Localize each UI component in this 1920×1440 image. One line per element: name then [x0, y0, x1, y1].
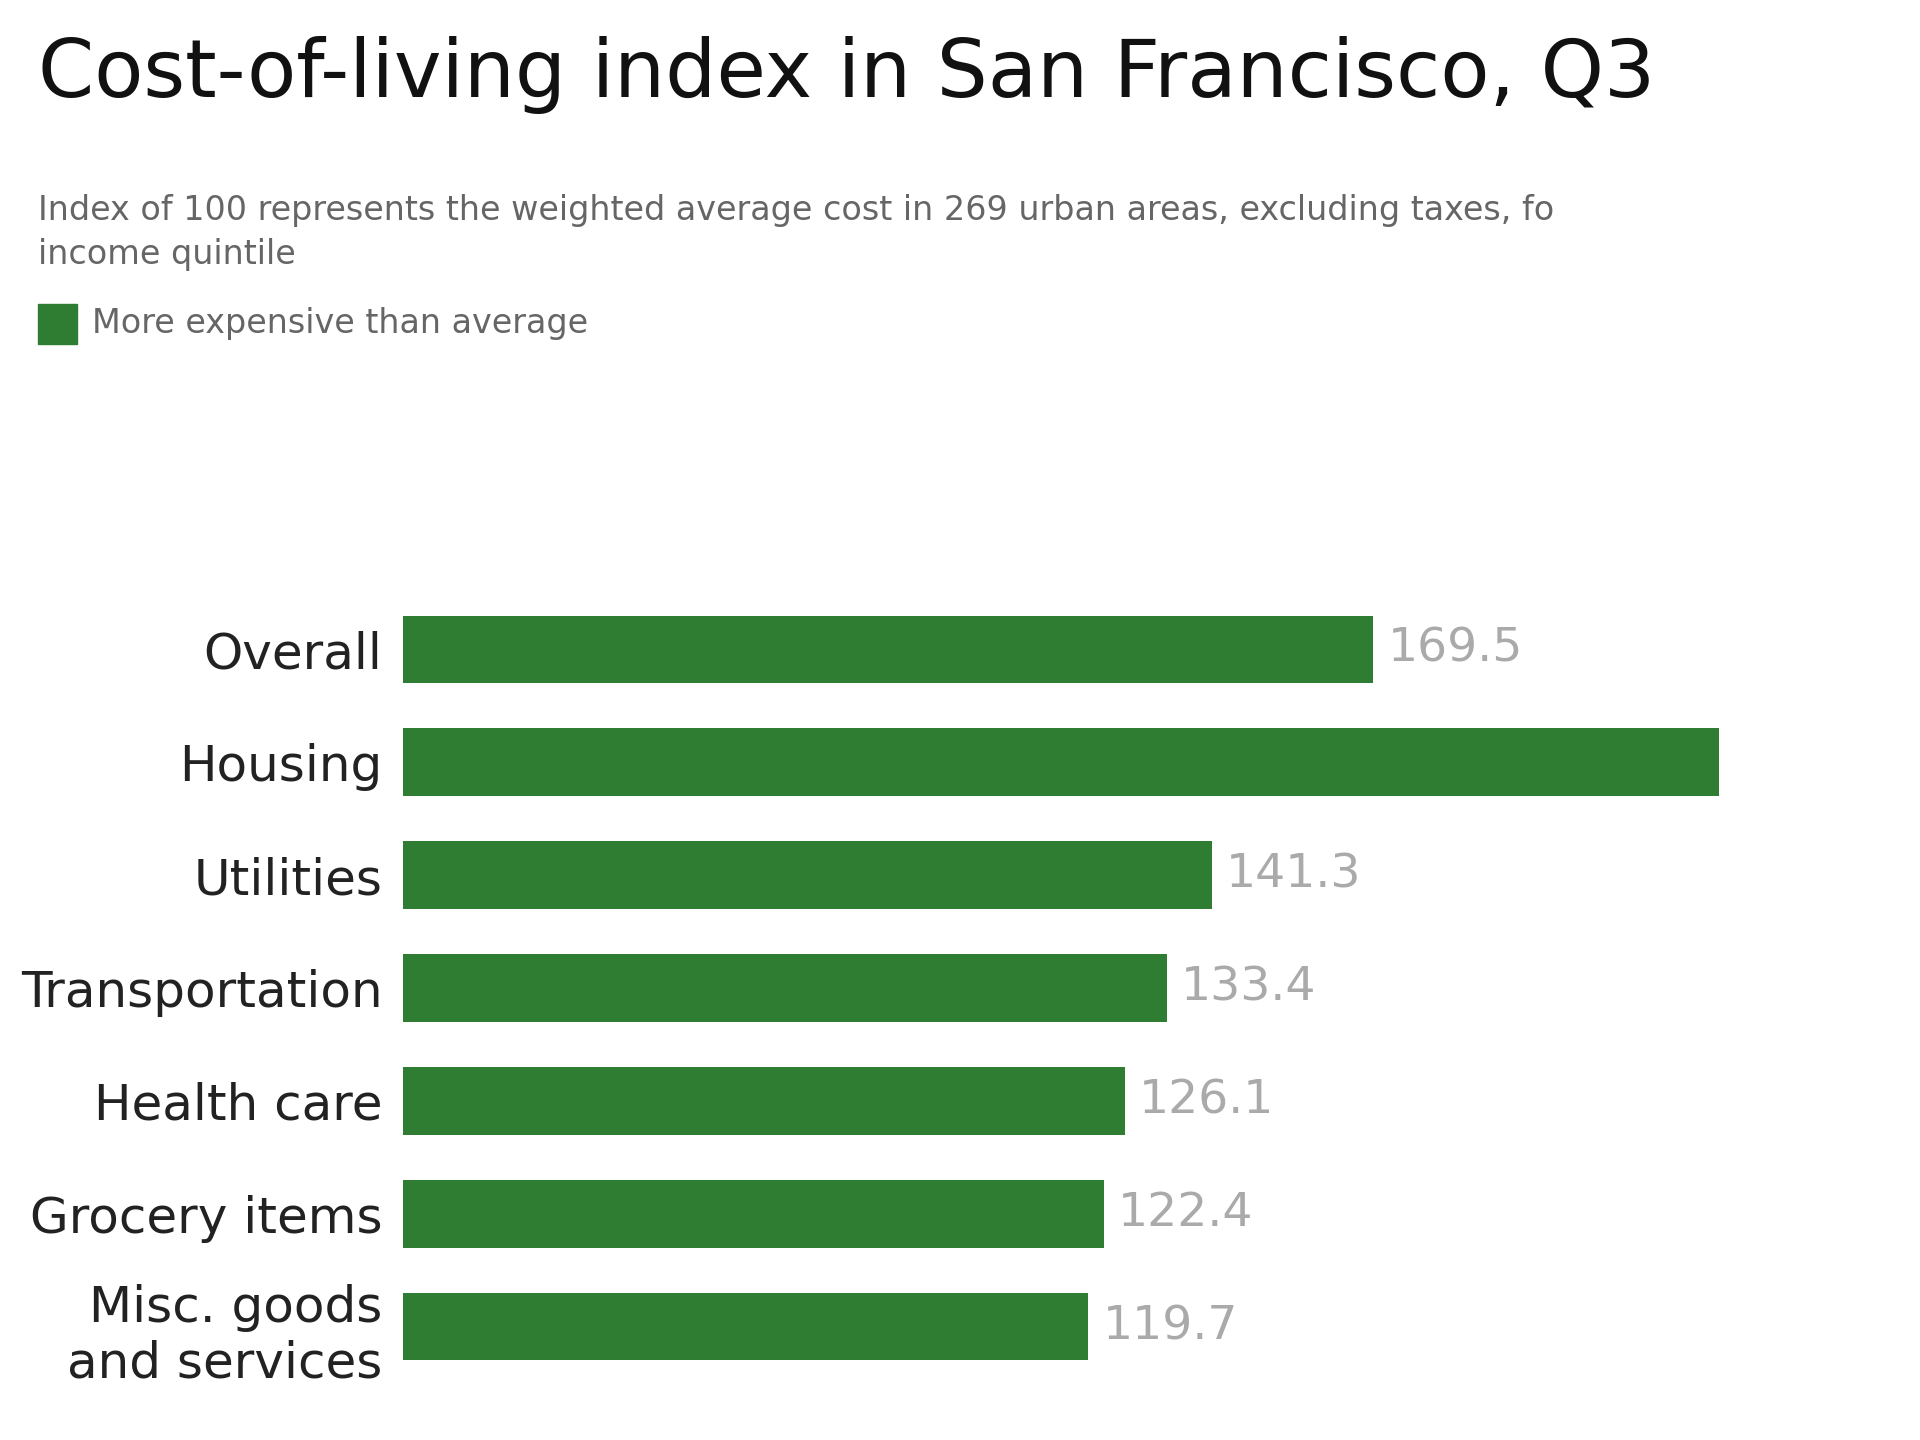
- Bar: [403, 1293, 1089, 1361]
- Bar: [403, 615, 1373, 683]
- Text: 133.4: 133.4: [1181, 965, 1317, 1011]
- Text: More expensive than average: More expensive than average: [92, 308, 588, 340]
- Text: 122.4: 122.4: [1117, 1191, 1254, 1236]
- Text: 119.7: 119.7: [1102, 1305, 1238, 1349]
- Text: 141.3: 141.3: [1227, 852, 1361, 897]
- Bar: [403, 1067, 1125, 1135]
- Text: Index of 100 represents the weighted average cost in 269 urban areas, excluding : Index of 100 represents the weighted ave…: [38, 194, 1555, 271]
- Text: 126.1: 126.1: [1139, 1079, 1275, 1123]
- Bar: [403, 1179, 1104, 1247]
- Bar: [403, 841, 1212, 909]
- Text: 169.5: 169.5: [1388, 626, 1523, 672]
- Text: Cost-of-living index in San Francisco, Q3: Cost-of-living index in San Francisco, Q…: [38, 36, 1655, 114]
- Bar: [403, 955, 1167, 1022]
- Bar: [403, 729, 1718, 796]
